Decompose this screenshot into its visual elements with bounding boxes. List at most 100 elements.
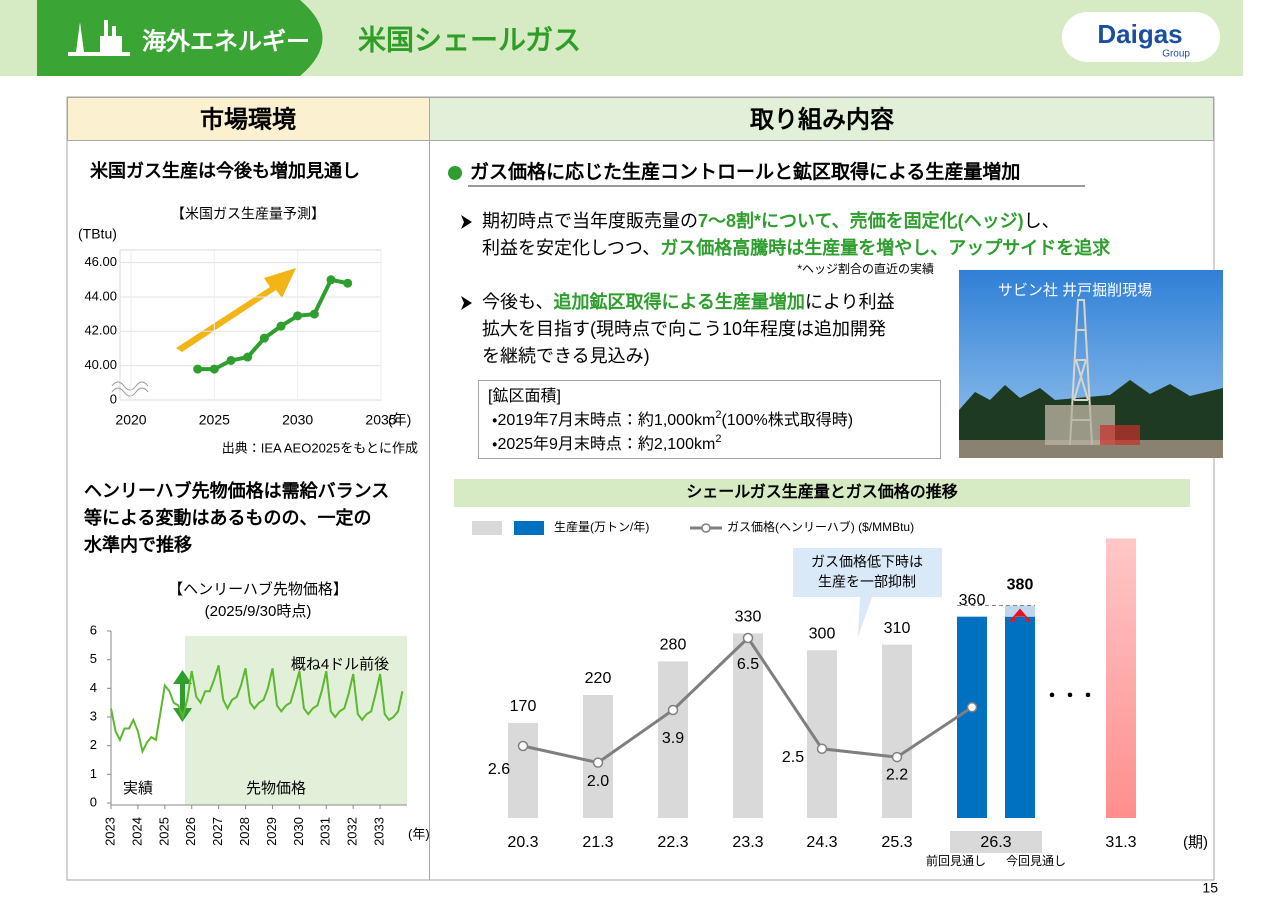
annotation: 先物価格 bbox=[246, 780, 306, 797]
x-tick-label: 20.3 bbox=[507, 834, 538, 851]
bar bbox=[1106, 538, 1136, 818]
bullet-heading: ガス価格に応じた生産コントロールと鉱区取得による生産量増加 bbox=[470, 160, 1020, 183]
emphasis: ガス価格高騰時は生産量を増やし、アップサイドを追求 bbox=[660, 237, 1111, 258]
right-heading: 取り組み内容 bbox=[750, 105, 894, 133]
left-point: 米国ガス生産は今後も増加見通し bbox=[90, 160, 360, 181]
right-heading-cell bbox=[429, 97, 1214, 141]
logo-box bbox=[1062, 12, 1220, 62]
x-tick-label: 31.3 bbox=[1105, 834, 1136, 851]
x-tick-label: 2030 bbox=[291, 817, 306, 846]
text-line: 拡大を目指す(現時点で向こう10年程度は追加開発 bbox=[482, 319, 886, 339]
point bbox=[592, 757, 604, 768]
bullet-dot bbox=[448, 166, 462, 180]
text-run: 拡大を目指す(現時点で向こう10年程度は追加開発 bbox=[482, 319, 886, 339]
value-label: 220 bbox=[585, 670, 612, 687]
x-unit: (年) bbox=[408, 826, 430, 841]
photo-caption: サビン社 井戸掘削現場 bbox=[998, 282, 1152, 299]
x-tick-label: 2027 bbox=[210, 817, 225, 846]
y-tick-label: 46.00 bbox=[84, 254, 117, 269]
bar bbox=[508, 722, 538, 818]
x-tick-label: 25.3 bbox=[881, 834, 912, 851]
x-tick-label: 2020 bbox=[115, 412, 146, 428]
point bbox=[309, 309, 319, 319]
x-unit: (年) bbox=[388, 412, 411, 428]
value-label: 280 bbox=[660, 637, 687, 654]
point bbox=[243, 352, 253, 362]
y-tick-label: 2 bbox=[90, 737, 97, 752]
callout-text: 生産を一部抑制 bbox=[818, 574, 916, 590]
legend-swatch bbox=[472, 521, 502, 535]
item-2: 今後も、追加鉱区取得による生産量増加により利益拡大を目指す(現時点で向こう10年… bbox=[482, 291, 895, 366]
energy-icon bbox=[68, 20, 130, 56]
x-tick-label: 2031 bbox=[318, 817, 333, 846]
annotation: 実績 bbox=[123, 780, 153, 797]
y-tick-label: 0 bbox=[90, 794, 97, 809]
area-text: ・2019年7月末時点：約1,000km bbox=[492, 411, 715, 429]
value-label: 310 bbox=[884, 620, 911, 637]
bar bbox=[957, 616, 987, 818]
x-tick-label: 2025 bbox=[199, 412, 230, 428]
x-tick-label: 21.3 bbox=[582, 834, 613, 851]
sub-label: 今回見通し bbox=[1006, 853, 1066, 868]
gap-marker: ・・・ bbox=[1043, 686, 1097, 706]
arrow-bullet bbox=[461, 215, 472, 229]
area-text: ・2025年9月末時点：約2,100km bbox=[492, 435, 715, 453]
x-tick-label: 2030 bbox=[282, 412, 313, 428]
x-tick-label: 2023 bbox=[102, 817, 117, 846]
value-label: 2.6 bbox=[488, 761, 510, 778]
point bbox=[667, 704, 679, 716]
emphasis: 7～8割*について、売価を固定化(ヘッジ) bbox=[698, 210, 1024, 231]
text-line: 水準内で推移 bbox=[83, 534, 192, 555]
item-1: 期初時点で当年度販売量の7～8割*について、売価を固定化(ヘッジ)し、利益を安定… bbox=[482, 210, 1111, 258]
value-label: 170 bbox=[510, 698, 537, 715]
point bbox=[193, 364, 203, 374]
superscript: 2 bbox=[715, 433, 721, 445]
text-line: 等による変動はあるものの、一定の bbox=[84, 507, 371, 528]
legend-label: 生産量(万トン/年) bbox=[554, 520, 649, 534]
line-series bbox=[197, 277, 349, 372]
line-series bbox=[110, 665, 404, 755]
point bbox=[816, 743, 828, 755]
area-rows: ・2019年7月末時点：約1,000km2(100%株式取得時)・2025年9月… bbox=[492, 409, 853, 453]
chart-title: 【ヘンリーハブ先物価格】 bbox=[168, 580, 348, 598]
point bbox=[293, 311, 303, 321]
point bbox=[259, 333, 269, 343]
callout-text: ガス価格低下時は bbox=[811, 554, 923, 570]
text-line: 今後も、追加鉱区取得による生産量増加により利益 bbox=[482, 291, 895, 312]
y-tick-label: 3 bbox=[90, 708, 97, 723]
chart-subtitle: (2025/9/30時点) bbox=[205, 603, 312, 620]
chart-title: シェールガス生産量とガス価格の推移 bbox=[686, 482, 958, 501]
x-tick-label: 24.3 bbox=[806, 834, 837, 851]
x-tick-label: 2025 bbox=[156, 817, 171, 846]
chart-title-bar bbox=[454, 479, 1190, 507]
increase-arrow bbox=[1009, 608, 1031, 622]
point bbox=[276, 321, 286, 331]
note: *ヘッジ割合の直近の実績 bbox=[797, 261, 934, 276]
value-label: 6.5 bbox=[737, 656, 759, 673]
y-tick-label: 5 bbox=[90, 651, 97, 666]
text-line: を継続できる見込み) bbox=[482, 346, 650, 366]
text-run: し、 bbox=[1024, 211, 1060, 231]
point bbox=[966, 701, 978, 713]
source-note: 出典：IEA AEO2025をもとに作成 bbox=[222, 440, 418, 455]
futures-shade bbox=[185, 636, 407, 805]
value-label: 2.2 bbox=[886, 766, 908, 783]
text-run: を継続できる見込み) bbox=[482, 346, 650, 366]
x-tick-label: 2032 bbox=[345, 817, 360, 846]
y-unit: (TBtu) bbox=[78, 226, 117, 242]
x-unit: (期) bbox=[1183, 834, 1208, 851]
text-line: 利益を安定化しつつ、ガス価格高騰時は生産量を増やし、アップサイドを追求 bbox=[482, 237, 1111, 258]
x-tick-label: 26.3 bbox=[980, 834, 1011, 851]
legend-marker bbox=[701, 523, 711, 533]
bar bbox=[882, 644, 912, 818]
y-tick-label: 44.00 bbox=[84, 288, 117, 303]
sub-label: 前回見通し bbox=[926, 853, 986, 868]
logo: Daigas bbox=[1097, 19, 1182, 49]
left-heading-cell bbox=[67, 97, 430, 141]
x-tick-label: 2033 bbox=[372, 817, 387, 846]
bar bbox=[658, 661, 688, 818]
y-tick-label: 40.00 bbox=[84, 357, 117, 372]
y-tick-label: 0 bbox=[110, 391, 117, 406]
